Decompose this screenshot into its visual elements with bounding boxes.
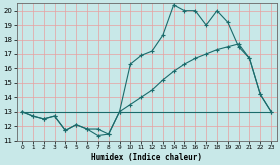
X-axis label: Humidex (Indice chaleur): Humidex (Indice chaleur) bbox=[91, 152, 202, 162]
